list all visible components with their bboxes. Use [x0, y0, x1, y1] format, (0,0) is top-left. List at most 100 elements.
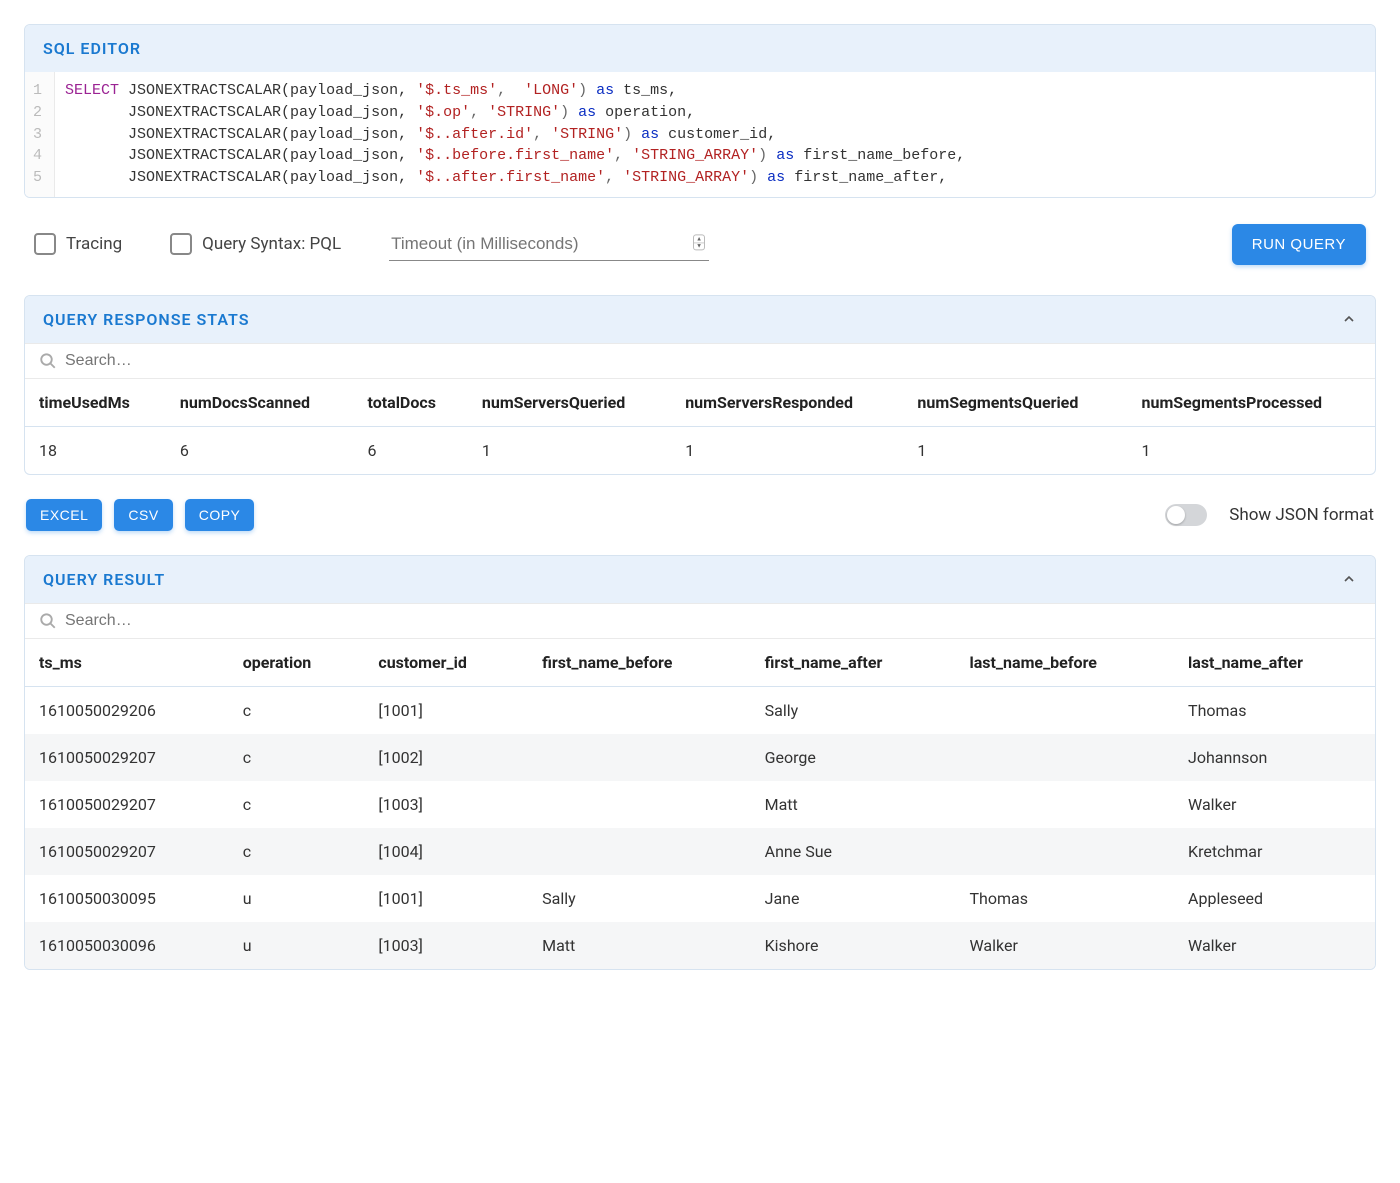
- stats-header: QUERY RESPONSE STATS: [25, 296, 1375, 343]
- cell: Matt: [528, 922, 751, 969]
- result-header: QUERY RESULT: [25, 556, 1375, 603]
- cell: 1: [903, 426, 1127, 474]
- stats-search-row: [25, 343, 1375, 379]
- json-format-toggle[interactable]: [1165, 504, 1207, 526]
- cell: u: [229, 875, 365, 922]
- sql-editor-panel: SQL EDITOR 12345 SELECT JSONEXTRACTSCALA…: [24, 24, 1376, 198]
- cell: c: [229, 781, 365, 828]
- line-number: 3: [31, 124, 44, 146]
- line-number: 1: [31, 80, 44, 102]
- stats-title: QUERY RESPONSE STATS: [43, 310, 250, 329]
- query-controls: Tracing Query Syntax: PQL ▲ ▼ RUN QUERY: [24, 222, 1376, 271]
- run-query-button[interactable]: RUN QUERY: [1232, 224, 1366, 265]
- cell: 1610050029207: [25, 781, 229, 828]
- column-header[interactable]: operation: [229, 639, 365, 687]
- cell: [1001]: [364, 875, 528, 922]
- cell: [1003]: [364, 922, 528, 969]
- cell: Thomas: [955, 875, 1174, 922]
- cell: Appleseed: [1174, 875, 1375, 922]
- code-line[interactable]: JSONEXTRACTSCALAR(payload_json, '$..afte…: [65, 167, 1365, 189]
- tracing-checkbox[interactable]: Tracing: [34, 233, 122, 255]
- table-row: 1610050030095u[1001]SallyJaneThomasApple…: [25, 875, 1375, 922]
- sql-editor-title: SQL EDITOR: [43, 39, 141, 58]
- column-header[interactable]: first_name_before: [528, 639, 751, 687]
- timeout-stepper[interactable]: ▲ ▼: [693, 235, 705, 251]
- sql-editor-header: SQL EDITOR: [25, 25, 1375, 72]
- cell: 1610050029207: [25, 828, 229, 875]
- column-header[interactable]: first_name_after: [751, 639, 956, 687]
- line-number: 4: [31, 145, 44, 167]
- column-header[interactable]: last_name_after: [1174, 639, 1375, 687]
- cell: [1002]: [364, 734, 528, 781]
- cell: [955, 734, 1174, 781]
- cell: c: [229, 686, 365, 734]
- cell: 1610050029207: [25, 734, 229, 781]
- copy-button[interactable]: COPY: [185, 499, 255, 531]
- cell: 1: [1128, 426, 1375, 474]
- cell: [1001]: [364, 686, 528, 734]
- stats-panel: QUERY RESPONSE STATS timeUsedMsnumDocsSc…: [24, 295, 1376, 475]
- column-header[interactable]: numSegmentsQueried: [903, 379, 1127, 427]
- column-header[interactable]: totalDocs: [353, 379, 467, 427]
- pql-checkbox[interactable]: Query Syntax: PQL: [170, 233, 341, 255]
- search-icon: [39, 612, 57, 630]
- column-header[interactable]: timeUsedMs: [25, 379, 166, 427]
- column-header[interactable]: numServersQueried: [468, 379, 671, 427]
- stats-search-input[interactable]: [65, 352, 1361, 370]
- export-controls: EXCEL CSV COPY Show JSON format: [24, 499, 1376, 531]
- json-format-label: Show JSON format: [1229, 505, 1374, 525]
- column-header[interactable]: customer_id: [364, 639, 528, 687]
- cell: 18: [25, 426, 166, 474]
- collapse-icon[interactable]: [1341, 311, 1357, 327]
- cell: Jane: [751, 875, 956, 922]
- cell: 1: [671, 426, 903, 474]
- code-line[interactable]: JSONEXTRACTSCALAR(payload_json, '$..afte…: [65, 124, 1365, 146]
- cell: u: [229, 922, 365, 969]
- column-header[interactable]: numDocsScanned: [166, 379, 354, 427]
- cell: Walker: [1174, 781, 1375, 828]
- line-gutter: 12345: [25, 72, 55, 197]
- column-header[interactable]: ts_ms: [25, 639, 229, 687]
- table-row: 1610050030096u[1003]MattKishoreWalkerWal…: [25, 922, 1375, 969]
- excel-button[interactable]: EXCEL: [26, 499, 102, 531]
- code-line[interactable]: SELECT JSONEXTRACTSCALAR(payload_json, '…: [65, 80, 1365, 102]
- table-row: 1610050029207c[1002] George Johannson: [25, 734, 1375, 781]
- column-header[interactable]: numSegmentsProcessed: [1128, 379, 1375, 427]
- search-icon: [39, 352, 57, 370]
- sql-code-editor[interactable]: 12345 SELECT JSONEXTRACTSCALAR(payload_j…: [25, 72, 1375, 197]
- column-header[interactable]: last_name_before: [955, 639, 1174, 687]
- collapse-icon[interactable]: [1341, 571, 1357, 587]
- result-panel: QUERY RESULT ts_msoperationcustomer_idfi…: [24, 555, 1376, 970]
- table-row: 1610050029207c[1003]MattWalker: [25, 781, 1375, 828]
- code-line[interactable]: JSONEXTRACTSCALAR(payload_json, '$..befo…: [65, 145, 1365, 167]
- cell: 1610050029206: [25, 686, 229, 734]
- result-table-wrap: ts_msoperationcustomer_idfirst_name_befo…: [25, 639, 1375, 969]
- cell: [528, 828, 751, 875]
- column-header[interactable]: numServersResponded: [671, 379, 903, 427]
- line-number: 5: [31, 167, 44, 189]
- cell: Matt: [751, 781, 956, 828]
- cell: [528, 781, 751, 828]
- csv-button[interactable]: CSV: [114, 499, 172, 531]
- code-content[interactable]: SELECT JSONEXTRACTSCALAR(payload_json, '…: [55, 72, 1375, 197]
- cell: George: [751, 734, 956, 781]
- tracing-checkbox-box[interactable]: [34, 233, 56, 255]
- cell: Johannson: [1174, 734, 1375, 781]
- cell: [955, 781, 1174, 828]
- result-search-input[interactable]: [65, 612, 1361, 630]
- pql-checkbox-box[interactable]: [170, 233, 192, 255]
- cell: c: [229, 734, 365, 781]
- cell: 1610050030096: [25, 922, 229, 969]
- line-number: 2: [31, 102, 44, 124]
- code-line[interactable]: JSONEXTRACTSCALAR(payload_json, '$.op', …: [65, 102, 1365, 124]
- cell: 6: [166, 426, 354, 474]
- table-row: 1610050029207c[1004]Anne SueKretchmar: [25, 828, 1375, 875]
- cell: [955, 828, 1174, 875]
- stepper-down-icon[interactable]: ▼: [694, 243, 704, 250]
- result-title: QUERY RESULT: [43, 570, 165, 589]
- pql-label: Query Syntax: PQL: [202, 234, 341, 254]
- result-table: ts_msoperationcustomer_idfirst_name_befo…: [25, 639, 1375, 969]
- cell: Kishore: [751, 922, 956, 969]
- cell: c: [229, 828, 365, 875]
- timeout-input[interactable]: [389, 228, 709, 261]
